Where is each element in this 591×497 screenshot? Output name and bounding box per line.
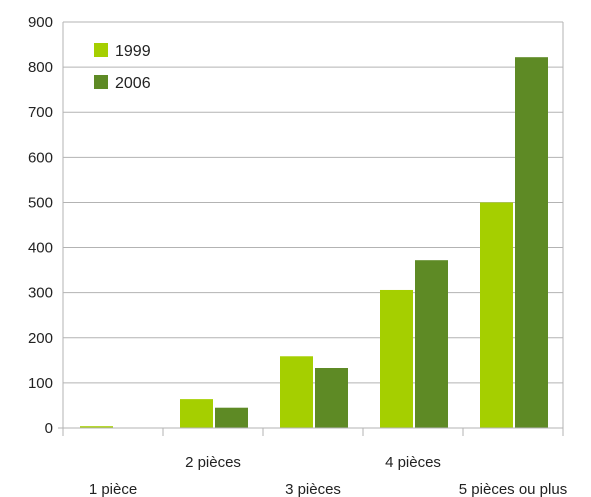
x-tick-label: 3 pièces	[285, 481, 341, 497]
y-tick-label: 0	[45, 420, 53, 437]
x-axis-tick-labels: 1 pièce 2 pièces 3 pièces 4 pièces 5 pièces …	[89, 454, 567, 497]
y-tick-label: 800	[28, 59, 53, 76]
x-tick-label: 4 pièces	[385, 454, 441, 471]
x-tick-label: 2 pièces	[185, 454, 241, 471]
y-tick-label: 500	[28, 194, 53, 211]
bar-2006-5	[515, 57, 548, 428]
x-tick-label: 5 pièces ou plus	[459, 481, 567, 497]
legend-label-2006: 2006	[115, 75, 151, 92]
bars	[80, 57, 548, 428]
bar-1999-3	[280, 356, 313, 428]
axes	[58, 21, 564, 436]
y-tick-label: 100	[28, 375, 53, 392]
y-tick-label: 400	[28, 240, 53, 257]
bar-2006-3	[315, 368, 348, 428]
bar-2006-4	[415, 260, 448, 428]
legend-swatch-2006	[94, 75, 108, 89]
legend-label-1999: 1999	[115, 43, 151, 60]
bar-1999-1	[80, 426, 113, 428]
bar-1999-4	[380, 289, 413, 428]
y-tick-label: 700	[28, 104, 53, 121]
bar-1999-2	[180, 399, 213, 428]
legend-swatch-1999	[94, 43, 108, 57]
y-tick-label: 200	[28, 330, 53, 347]
bar-1999-5	[480, 202, 513, 428]
y-tick-label: 300	[28, 285, 53, 302]
y-tick-label: 900	[28, 14, 53, 31]
x-tick-label: 1 pièce	[89, 481, 137, 497]
legend: 1999 2006	[94, 43, 151, 92]
y-axis-tick-labels: 0 100 200 300 400 500 600 700 800 900	[28, 14, 53, 437]
bar-2006-2	[215, 407, 248, 428]
y-tick-label: 600	[28, 149, 53, 166]
